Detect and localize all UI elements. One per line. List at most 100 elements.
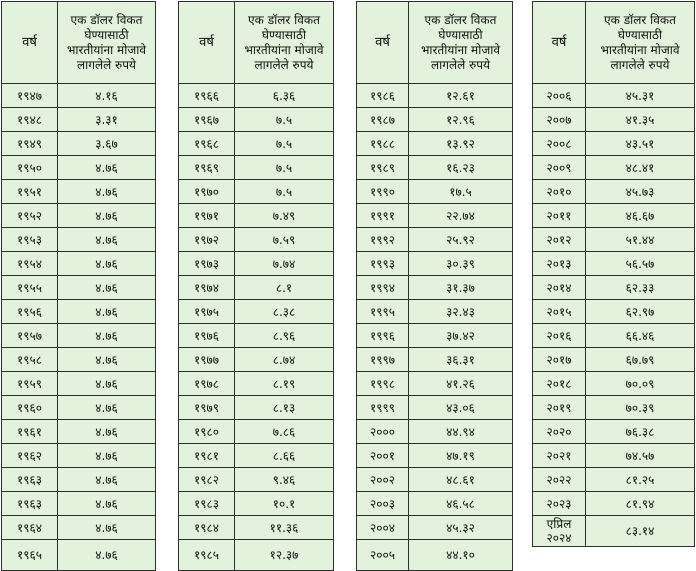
- table-row: २०१७ ६७.७९: [532, 347, 695, 372]
- year-cell: १९६१: [1, 419, 58, 444]
- table-row: १९९० १७.५: [356, 179, 513, 204]
- exchange-table-4: वर्ष एक डॉलर विकत घेण्यासाठी भारतीयांना मो…: [532, 1, 695, 547]
- rate-cell: ४६.५८: [408, 491, 513, 516]
- rate-cell: १२.६१: [408, 83, 513, 108]
- rate-cell: १६.२३: [408, 155, 513, 180]
- year-cell: १९८२: [178, 467, 235, 492]
- table-row: १९६९ ७.५: [178, 155, 334, 180]
- table-row: १९७९ ८.१३: [178, 395, 334, 420]
- year-cell: २०१५: [532, 299, 586, 324]
- rate-cell: ४१.२६: [408, 371, 513, 396]
- table-row: २०२३ ८१.९४: [532, 491, 695, 516]
- table-row: १९७८ ८.१९: [178, 371, 334, 396]
- year-cell: १९७०: [178, 179, 235, 204]
- table-body: १९८६ १२.६१ १९८७ १२.९६ १९८८ १३.९२ १९८९ १६.२३ १९९०…: [356, 83, 513, 571]
- year-cell: १९५५: [1, 275, 58, 300]
- rate-cell: ४.७६: [57, 467, 156, 492]
- year-cell: १९५१: [1, 179, 58, 204]
- rate-cell: १२.३७: [234, 539, 334, 571]
- year-cell: २००२: [356, 467, 409, 492]
- table-row: १९५३ ४.७६: [1, 227, 156, 252]
- header-row: वर्ष एक डॉलर विकत घेण्यासाठी भारतीयांना मो…: [532, 1, 695, 84]
- table-row: १९९१ २२.७४: [356, 203, 513, 228]
- table-row: १९५९ ४.७६: [1, 371, 156, 396]
- rate-cell: ४५.७३: [585, 179, 695, 204]
- rate-cell: ४.७६: [57, 491, 156, 516]
- table-row: १९५५ ४.७६: [1, 275, 156, 300]
- year-cell: १९९४: [356, 275, 409, 300]
- table-row: २०१२ ५१.४४: [532, 227, 695, 252]
- year-cell: २०१६: [532, 323, 586, 348]
- year-cell: १९५७: [1, 323, 58, 348]
- year-cell: १९६८: [178, 131, 235, 156]
- table-body: २००६ ४५.३१ २००७ ४१.३५ २००८ ४३.५१ २००९ ४८.४१ २०१०…: [532, 83, 695, 547]
- year-cell: १९६७: [178, 107, 235, 132]
- header-row: वर्ष एक डॉलर विकत घेण्यासाठी भारतीयांना मो…: [178, 1, 334, 84]
- rate-cell: ४.७६: [57, 395, 156, 420]
- table-row: १९५८ ४.७६: [1, 347, 156, 372]
- year-header: वर्ष: [532, 1, 586, 84]
- rate-cell: ८१.९४: [585, 491, 695, 516]
- table-row: १९६५ ४.७६: [1, 539, 156, 571]
- year-cell: १९९०: [356, 179, 409, 204]
- rate-cell: ५६.५७: [585, 251, 695, 276]
- table-row: २०१० ४५.७३: [532, 179, 695, 204]
- table-row: १९५२ ४.७६: [1, 203, 156, 228]
- rate-cell: ७४.५७: [585, 443, 695, 468]
- year-cell: १९६०: [1, 395, 58, 420]
- rate-cell: ४.७६: [57, 371, 156, 396]
- year-cell: एप्रिल २०२४: [532, 515, 586, 547]
- year-cell: १९६३: [1, 491, 58, 516]
- table-row: २००३ ४६.५८: [356, 491, 513, 516]
- rate-cell: ८.१३: [234, 395, 334, 420]
- table-row: १९८१ ८.६६: [178, 443, 334, 468]
- table-row: १९६६ ६.३६: [178, 83, 334, 108]
- table-row: १९८५ १२.३७: [178, 539, 334, 571]
- table-row: २००८ ४३.५१: [532, 131, 695, 156]
- year-cell: १९५२: [1, 203, 58, 228]
- table-row: २००४ ४५.३२: [356, 515, 513, 540]
- year-cell: २०२३: [532, 491, 586, 516]
- table-row: २०१६ ६६.४६: [532, 323, 695, 348]
- year-cell: २००३: [356, 491, 409, 516]
- table-row: १९५७ ४.७६: [1, 323, 156, 348]
- year-cell: १९८७: [356, 107, 409, 132]
- rate-cell: ४५.३२: [408, 515, 513, 540]
- rate-cell: ३७.४२: [408, 323, 513, 348]
- rate-cell: ७.५: [234, 131, 334, 156]
- table-row: १९८७ १२.९६: [356, 107, 513, 132]
- rate-cell: ६६.४६: [585, 323, 695, 348]
- table-body: १९४७ ४.१६ १९४८ ३.३१ १९४९ ३.६७ १९५० ४.७६ १९५१ ४.७६…: [1, 83, 156, 571]
- table-row: १९४७ ४.१६: [1, 83, 156, 108]
- year-cell: १९७९: [178, 395, 235, 420]
- year-cell: २०११: [532, 203, 586, 228]
- rate-cell: ४.७६: [57, 299, 156, 324]
- year-cell: १९७५: [178, 299, 235, 324]
- table-row: १९७७ ८.७४: [178, 347, 334, 372]
- header-row: वर्ष एक डॉलर विकत घेण्यासाठी भारतीयांना मो…: [1, 1, 156, 84]
- table-row: १९६३ ४.७६: [1, 491, 156, 516]
- year-cell: २००७: [532, 107, 586, 132]
- rate-cell: १२.९६: [408, 107, 513, 132]
- rate-cell: ८१.२५: [585, 467, 695, 492]
- table-row: १९८६ १२.६१: [356, 83, 513, 108]
- rate-cell: ७.५: [234, 179, 334, 204]
- year-cell: १९९९: [356, 395, 409, 420]
- rate-cell: ७.५: [234, 155, 334, 180]
- year-cell: १९५३: [1, 227, 58, 252]
- year-cell: १९६५: [1, 539, 58, 571]
- year-cell: १९९६: [356, 323, 409, 348]
- table-row: २०२० ७६.३८: [532, 419, 695, 444]
- year-cell: १९७१: [178, 203, 235, 228]
- rate-header: एक डॉलर विकत घेण्यासाठी भारतीयांना मोजावे ल…: [57, 1, 156, 84]
- year-cell: २०२०: [532, 419, 586, 444]
- table-row: २००७ ४१.३५: [532, 107, 695, 132]
- rate-cell: २५.९२: [408, 227, 513, 252]
- exchange-table-2: वर्ष एक डॉलर विकत घेण्यासाठी भारतीयांना मो…: [178, 1, 334, 571]
- rate-cell: ८.१: [234, 275, 334, 300]
- year-header: वर्ष: [1, 1, 58, 84]
- table-row: १९९६ ३७.४२: [356, 323, 513, 348]
- table-row: १९७१ ७.४९: [178, 203, 334, 228]
- rate-cell: ७.५: [234, 107, 334, 132]
- table-row: २००९ ४८.४१: [532, 155, 695, 180]
